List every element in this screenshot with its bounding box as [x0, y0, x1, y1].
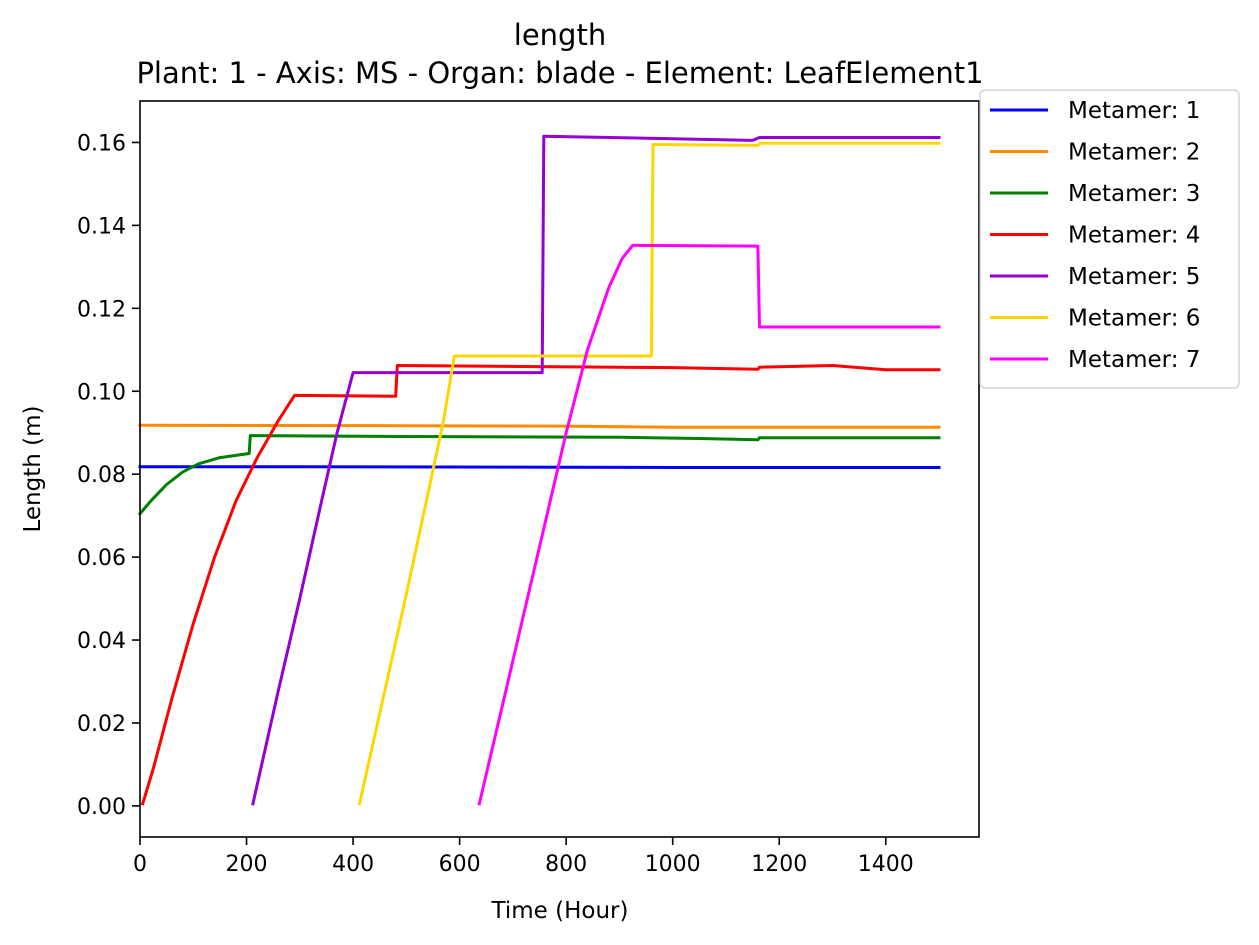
- x-tick-label: 0: [133, 852, 147, 877]
- y-tick-label: 0.04: [77, 629, 126, 654]
- legend-label-metamer-3: Metamer: 3: [1068, 181, 1200, 207]
- plot-frame: [139, 100, 980, 838]
- y-tick-label: 0.06: [77, 546, 126, 571]
- y-tick-label: 0.14: [77, 214, 126, 239]
- legend-label-metamer-1: Metamer: 1: [1068, 98, 1200, 124]
- x-tick-label: 1400: [858, 852, 914, 877]
- legend-label-metamer-6: Metamer: 6: [1068, 306, 1200, 332]
- series-line-metamer-4: [140, 364, 941, 806]
- series-line-metamer-6: [357, 141, 941, 806]
- x-tick-label: 200: [226, 852, 268, 877]
- x-tick-label: 1000: [645, 852, 701, 877]
- x-tick-label: 600: [439, 852, 481, 877]
- legend: Metamer: 1 Metamer: 2 Metamer: 3 Metamer: 4…: [979, 89, 1240, 389]
- series-line-metamer-7: [477, 243, 941, 806]
- x-axis-label: Time (Hour): [491, 898, 629, 924]
- series-line-metamer-3: [137, 434, 941, 516]
- chart-title: length: [514, 18, 606, 52]
- y-axis-label: Length (m): [20, 406, 46, 533]
- x-tick-label: 800: [545, 852, 587, 877]
- y-tick-label: 0.16: [77, 131, 126, 156]
- series-line-metamer-5: [251, 134, 941, 806]
- series-layer: [137, 134, 941, 806]
- x-tick-label: 1200: [751, 852, 807, 877]
- legend-frame: [979, 89, 1240, 389]
- x-tick-label: 400: [332, 852, 374, 877]
- y-axis: 0.00 0.02 0.04 0.06 0.08 0.10 0.12 0.14 0.16: [77, 131, 140, 820]
- legend-label-metamer-5: Metamer: 5: [1068, 264, 1200, 290]
- y-tick-label: 0.00: [77, 795, 126, 820]
- series-line-metamer-2: [138, 423, 941, 429]
- chart-subtitle: Plant: 1 - Axis: MS - Organ: blade - Ele…: [136, 56, 983, 90]
- legend-label-metamer-2: Metamer: 2: [1068, 140, 1200, 166]
- legend-label-metamer-7: Metamer: 7: [1068, 347, 1200, 373]
- y-tick-label: 0.08: [77, 463, 126, 488]
- y-tick-label: 0.02: [77, 712, 126, 737]
- legend-label-metamer-4: Metamer: 4: [1068, 223, 1200, 249]
- x-axis: 0 200 400 600 800 1000 1200 1400: [133, 837, 914, 877]
- y-tick-label: 0.12: [77, 297, 126, 322]
- series-line-metamer-1: [138, 465, 941, 469]
- y-tick-label: 0.10: [77, 380, 126, 405]
